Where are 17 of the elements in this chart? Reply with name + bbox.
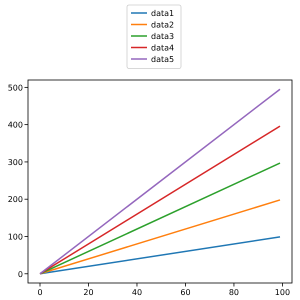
legend-label: data5 (151, 55, 174, 64)
y-tick-label: 400 (8, 120, 23, 130)
x-tick-label: 20 (83, 288, 94, 297)
x-tick-label: 80 (228, 288, 240, 297)
y-tick-label: 200 (8, 195, 23, 204)
legend-label: data2 (151, 20, 174, 30)
x-tick-label: 100 (274, 288, 290, 297)
y-tick-label: 100 (8, 232, 23, 242)
y-tick-label: 0 (18, 270, 23, 279)
legend-label: data1 (151, 9, 174, 18)
x-tick-label: 40 (132, 288, 142, 297)
y-tick-label: 500 (8, 83, 23, 92)
x-tick-label: 60 (180, 288, 191, 297)
x-tick-label: 0 (37, 288, 43, 297)
legend-label: data3 (151, 32, 174, 41)
legend-label: data4 (151, 44, 174, 52)
y-tick-label: 300 (8, 158, 23, 167)
